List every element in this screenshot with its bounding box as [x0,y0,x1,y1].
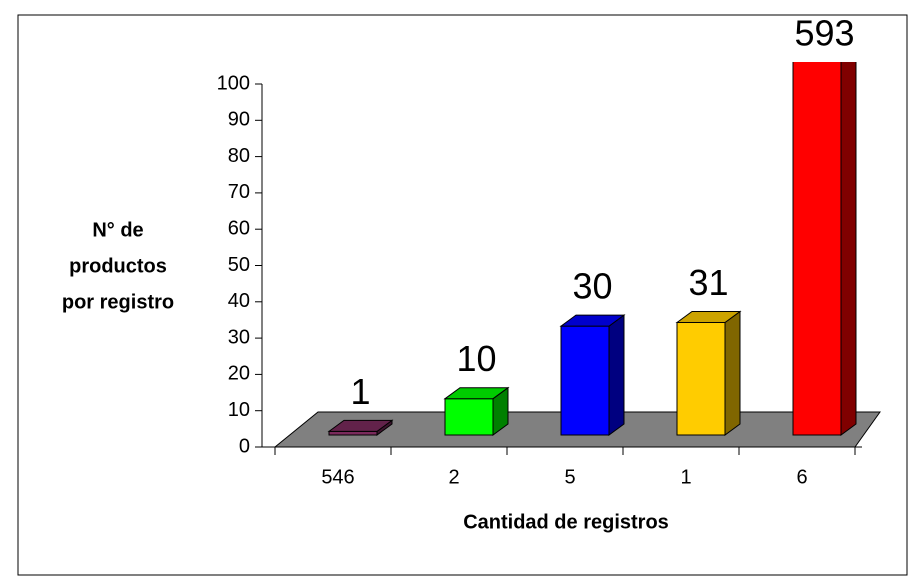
bar-side [840,62,857,436]
x-axis-label: Cantidad de registros [463,511,669,533]
bar-top [443,387,510,400]
bar-front [560,325,610,436]
x-tick-label: 1 [680,466,691,488]
x-tick-label: 5 [564,466,575,488]
y-tick-label: 40 [228,290,250,312]
y-tick-label: 60 [228,217,250,239]
bar [675,310,742,436]
y-axis-label: N° de [92,219,143,241]
x-tick-label: 2 [448,466,459,488]
value-label: 10 [456,338,496,379]
y-tick-label: 50 [228,254,250,276]
y-tick-label: 70 [228,181,250,203]
bar-top [327,419,394,432]
x-tick-label: 6 [796,466,807,488]
bar-front [444,398,494,436]
y-tick-label: 30 [228,326,250,348]
value-label: 593 [794,13,854,54]
y-tick-label: 0 [239,435,250,457]
bar-side [608,314,625,436]
x-tick-label: 546 [321,466,354,488]
bar-front [328,430,378,436]
y-tick-label: 80 [228,145,250,167]
bar-side [724,310,741,436]
value-label: 31 [688,262,728,303]
bar [327,419,394,436]
y-tick-label: 20 [228,363,250,385]
value-label: 30 [572,266,612,307]
value-label: 1 [350,371,370,412]
y-axis-label: productos [69,255,167,277]
bar-top [675,310,742,323]
bar-front [792,62,842,436]
bar [559,314,626,436]
bar [792,62,857,436]
chart-frame [17,14,908,576]
bar-top [559,314,626,327]
bar-front [676,321,726,436]
y-tick-label: 100 [217,72,250,94]
bar [443,386,510,436]
y-tick-label: 10 [228,399,250,421]
y-axis-label: por registro [62,291,174,313]
y-tick-label: 90 [228,109,250,131]
